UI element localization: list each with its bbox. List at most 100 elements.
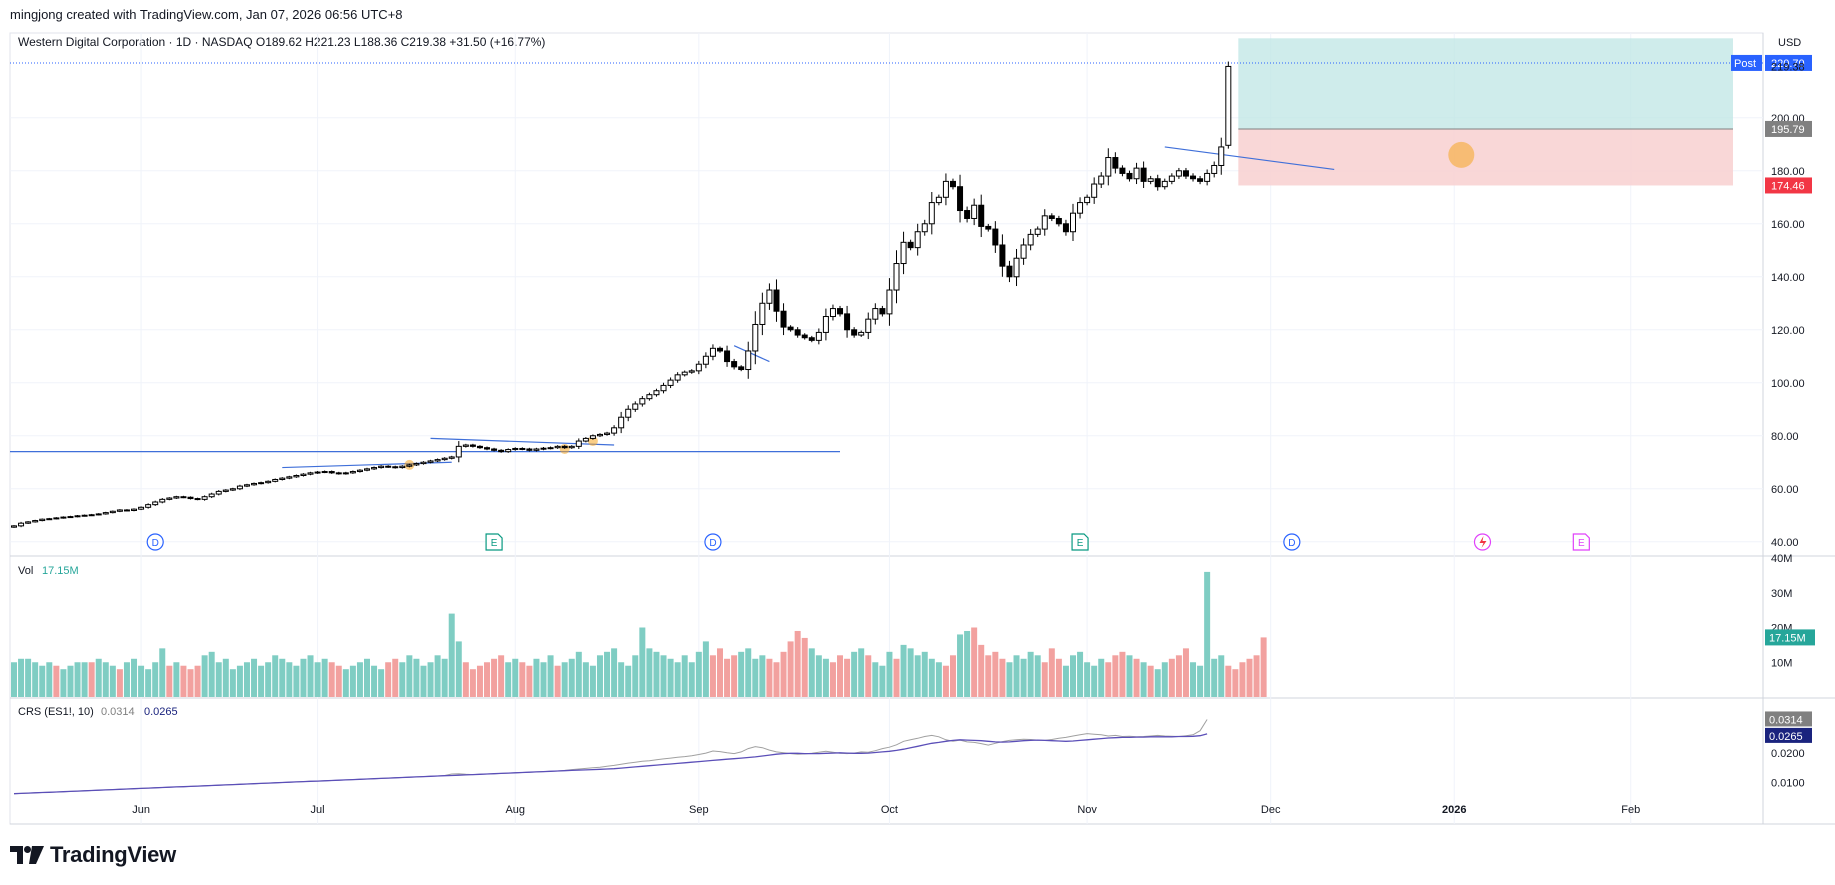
candle-body [519,447,526,450]
profit-zone[interactable] [1238,38,1733,129]
volume-bar [1197,665,1204,697]
earnings-event-icon[interactable] [1071,533,1089,551]
candle-body [46,518,53,521]
volume-bar [39,665,46,697]
candle-body [914,231,921,249]
candle-body [1062,223,1069,233]
volume-bar [138,665,145,697]
x-tick-label: Feb [1621,804,1640,816]
volume-bar [18,658,25,697]
volume-bar [349,665,356,697]
volume-bar [1041,662,1048,697]
candle-body [1126,172,1133,180]
volume-bar [1204,571,1211,697]
volume-bar [286,662,293,697]
candle-body [589,435,596,439]
candle-body [406,464,413,467]
volume-bar [314,662,321,697]
candle-body [1211,164,1218,174]
candle-body [1105,157,1112,177]
candle-body [978,204,985,227]
candle-body [625,408,632,418]
candle-body [1020,244,1027,259]
earnings-event-label: E [1578,538,1585,549]
candle-body [201,496,208,500]
stop-loss-zone[interactable] [1238,128,1733,186]
volume-bar [879,665,886,697]
candle-body [173,496,180,499]
breakout-highlight [1448,141,1475,168]
y-tick-label: 100.00 [1771,378,1805,390]
candle-body [1140,167,1147,182]
volume-bar [60,669,67,697]
tradingview-logo[interactable]: TradingView [10,842,176,868]
price-tag-value: 220.70 [1771,58,1805,70]
candle-body [688,370,695,373]
candle-body [505,449,512,453]
x-tick-label: Jul [311,804,325,816]
volume-bar [618,662,625,697]
volume-bar [180,665,187,697]
volume-bar [815,655,822,697]
candle-body [243,484,250,487]
candle-body [738,366,745,371]
trendline-dec-breakout[interactable] [1164,146,1335,171]
crs-value-1: 0.0314 [101,706,135,718]
candle-body [420,461,427,465]
symbol-ohlc-line: Western Digital Corporation · 1D · NASDA… [18,35,546,49]
candle-body [999,244,1006,267]
trendline-sept[interactable] [733,345,770,363]
candle-body [1190,175,1197,180]
volume-bar [942,665,949,697]
earnings-event-icon[interactable] [485,533,503,551]
candle-body [533,448,540,451]
candle-body [469,444,476,447]
volume-bar [717,648,723,697]
volume-bar [646,648,653,697]
volume-bar [272,655,279,697]
candle-body [1070,212,1076,233]
candle-body [356,469,363,473]
volume-bar [293,665,300,697]
candle-body [886,289,893,315]
candle-body [512,447,519,451]
y-tick-label: 60.00 [1771,484,1799,496]
candle-body [900,241,907,265]
candle-body [166,497,173,500]
candle-body [187,496,194,500]
crs-main-line [13,733,1208,795]
candle-body [949,180,956,188]
earnings-event-icon[interactable] [1572,533,1590,551]
volume-bar [1211,658,1218,697]
candle-body [752,323,759,352]
volume-bar [773,662,780,697]
candle-body [893,263,900,291]
volume-bar [731,655,738,697]
currency-label[interactable]: USD [1778,37,1802,49]
dividend-event-label: D [1288,538,1295,549]
volume-bar [378,669,385,697]
volume-bar [1013,655,1020,697]
y-tick-label: 40.00 [1771,537,1799,549]
volume-bar [236,665,243,697]
volume-bar [131,658,138,697]
volume-bar [900,644,907,697]
volume-bar [822,658,829,697]
candle-body [109,510,116,514]
candle-body [681,371,688,376]
dividend-event-icon[interactable] [704,533,722,551]
dividend-event-icon[interactable] [1283,533,1301,551]
volume-bar [491,658,498,697]
trendline-aug[interactable] [430,437,615,446]
dividend-event-label: D [152,538,159,549]
candle-body [131,508,138,511]
candle-body [484,447,491,450]
volume-bar [625,665,632,697]
volume-bar [653,651,660,697]
dividend-event-icon[interactable] [146,533,164,551]
volume-bar [1055,658,1062,697]
volume-bar [928,658,935,697]
volume-bar [674,662,681,697]
crs-tag-2-bg [1765,727,1812,743]
